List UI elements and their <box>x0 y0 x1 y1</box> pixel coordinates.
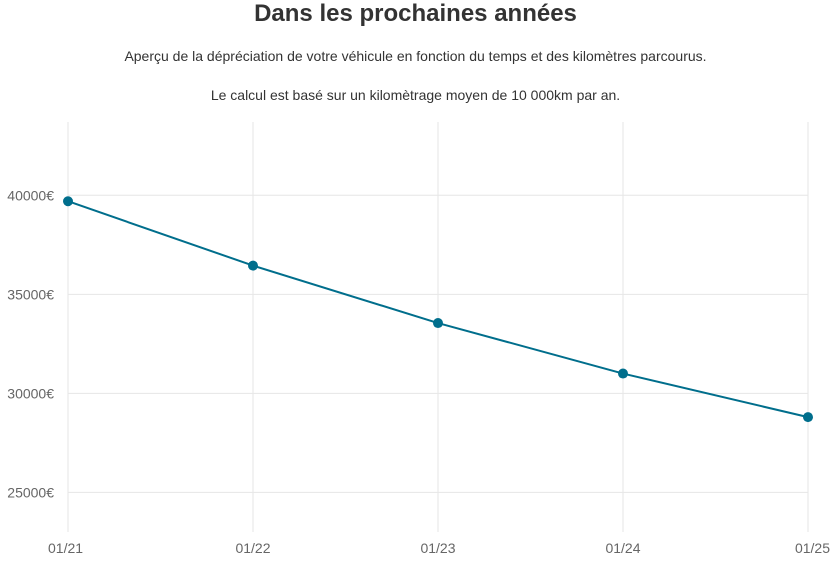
x-axis-tick-labels: 01/21 01/22 01/23 01/24 01/25 <box>48 540 830 556</box>
chart-note: Le calcul est basé sur un kilomètrage mo… <box>210 87 621 103</box>
y-axis-tick-labels: 25000€ 30000€ 35000€ 40000€ <box>7 187 54 500</box>
data-points <box>63 196 813 423</box>
data-point <box>248 260 258 271</box>
data-point <box>803 412 813 423</box>
x-tick-label: 01/25 <box>795 540 830 556</box>
x-tick-label: 01/23 <box>420 540 455 556</box>
x-tick-label: 01/21 <box>48 540 83 556</box>
data-point <box>618 368 628 379</box>
y-tick-label: 40000€ <box>7 187 54 203</box>
y-tick-label: 25000€ <box>7 484 54 500</box>
chart-subtitle: Aperçu de la dépréciation de votre véhic… <box>124 48 707 64</box>
x-tick-label: 01/22 <box>235 540 270 556</box>
data-point <box>433 318 443 329</box>
y-tick-label: 30000€ <box>7 385 54 401</box>
x-tick-label: 01/24 <box>605 540 640 556</box>
y-tick-label: 35000€ <box>7 286 54 302</box>
page-title: Dans les prochaines années <box>254 0 577 27</box>
data-point <box>63 196 73 207</box>
